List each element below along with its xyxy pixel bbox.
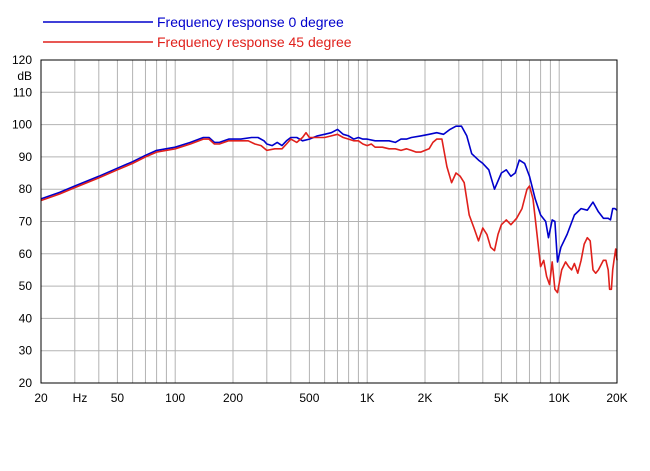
y-tick-label-40: 40 (19, 311, 33, 325)
legend-label-0deg: Frequency response 0 degree (157, 14, 344, 30)
series-line-1 (40, 131, 618, 294)
y-unit-label: dB (17, 69, 32, 83)
chart-legend: Frequency response 0 degree Frequency re… (43, 14, 352, 50)
legend-label-45deg: Frequency response 45 degree (157, 34, 352, 50)
x-tick-label-20: 20 (34, 391, 48, 405)
y-tick-label-50: 50 (19, 279, 33, 293)
x-tick-label-50: 50 (111, 391, 125, 405)
y-tick-label-70: 70 (19, 215, 33, 229)
series-line-0 (40, 125, 618, 263)
y-tick-label-120: 120 (12, 53, 32, 67)
x-tick-label-2K: 2K (418, 391, 433, 405)
x-tick-label-100: 100 (165, 391, 185, 405)
y-tick-label-60: 60 (19, 247, 33, 261)
x-tick-label-10K: 10K (549, 391, 570, 405)
y-tick-label-30: 30 (19, 344, 33, 358)
x-tick-label-200: 200 (223, 391, 243, 405)
x-unit-label: Hz (73, 391, 88, 405)
chart-grid (40, 59, 618, 384)
plot-frame (40, 59, 618, 384)
y-tick-label-90: 90 (19, 150, 33, 164)
x-tick-label-500: 500 (299, 391, 319, 405)
y-tick-label-110: 110 (13, 85, 32, 99)
x-tick-label-20K: 20K (606, 391, 627, 405)
chart-series (40, 125, 618, 294)
y-tick-label-80: 80 (19, 182, 33, 196)
y-tick-label-100: 100 (12, 118, 32, 132)
x-tick-label-5K: 5K (494, 391, 509, 405)
y-tick-label-20: 20 (19, 376, 33, 390)
x-tick-label-1K: 1K (360, 391, 375, 405)
chart-ticks: 20 30 40 50 60 70 80 90 100 110 120 20 50 100 200 500 1K… (12, 53, 628, 405)
